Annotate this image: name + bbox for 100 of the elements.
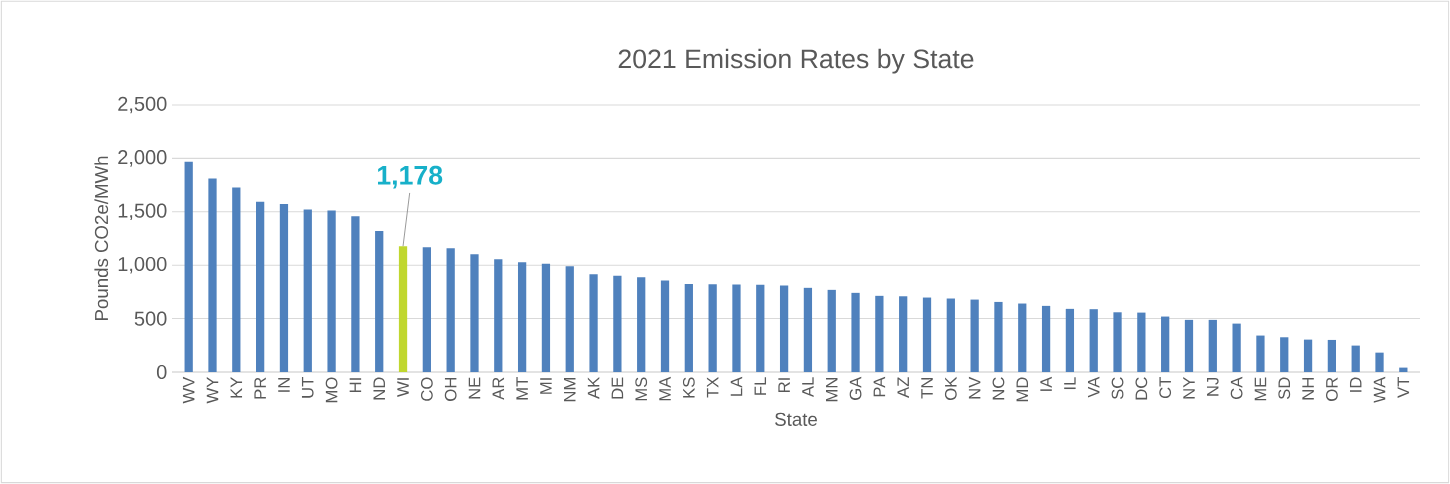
y-tick-label: 2,000 (118, 150, 167, 167)
x-tick-label: WA (1373, 376, 1386, 403)
bar (708, 284, 717, 372)
x-tick-label: KY (230, 377, 243, 398)
bar (970, 299, 979, 372)
x-axis-title: State (775, 412, 817, 426)
chart-title: 2021 Emission Rates by State (618, 48, 974, 74)
bar (470, 254, 479, 372)
bar (589, 274, 598, 372)
x-tick-label: AK (587, 376, 600, 399)
x-tick-label: SD (1278, 377, 1291, 400)
y-tick-label: 500 (134, 311, 167, 326)
x-tick-label: OK (944, 376, 957, 400)
bar (946, 298, 955, 372)
x-tick-label: HI (349, 378, 362, 392)
x-tick-label: AR (492, 377, 505, 400)
x-tick-label: ND (373, 377, 385, 400)
x-tick-label: NJ (1206, 377, 1219, 396)
x-tick-label: AL (802, 377, 814, 398)
bar (1232, 323, 1241, 372)
x-tick-label: MN (826, 378, 838, 402)
x-tick-label: AZ (897, 377, 909, 398)
x-tick-label: NY (1183, 377, 1195, 399)
bar (541, 263, 551, 372)
x-tick-label: CO (420, 377, 433, 401)
bar (1184, 319, 1194, 372)
bar (1256, 335, 1265, 372)
bar (232, 187, 241, 372)
x-tick-label: MI (540, 378, 552, 394)
bar (279, 204, 289, 372)
bar (1375, 352, 1384, 372)
x-tick-label: UT (301, 377, 314, 398)
bar (1327, 339, 1337, 372)
x-tick-label: OR (1326, 377, 1338, 401)
x-tick-label: NH (1302, 378, 1314, 400)
x-tick-label: CA (1230, 376, 1243, 400)
x-tick-label: WY (206, 377, 219, 404)
x-tick-label: MA (659, 376, 671, 401)
x-tick-label: FL (754, 377, 767, 395)
bar (684, 283, 693, 372)
bar (494, 259, 503, 372)
x-tick-label: NV (968, 376, 981, 399)
y-tick-label: 1,000 (118, 256, 167, 274)
bar (827, 289, 836, 372)
bar (613, 275, 622, 372)
x-tick-label: MS (635, 377, 648, 401)
bar (875, 295, 884, 372)
x-tick-label: SC (1111, 377, 1124, 400)
x-tick-label: GA (849, 376, 862, 400)
x-tick-label: VA (1087, 376, 1100, 398)
x-tick-label: NM (564, 378, 576, 402)
bar (375, 231, 384, 372)
bar (851, 292, 860, 372)
x-tick-label: IN (278, 378, 290, 392)
y-tick-label: 0 (156, 364, 167, 380)
y-tick-label: 1,500 (118, 203, 167, 221)
bar (422, 247, 431, 372)
bar (1089, 309, 1098, 372)
bar (303, 209, 312, 372)
bar (756, 284, 765, 372)
bar (398, 246, 408, 372)
x-tick-label: CT (1159, 377, 1172, 399)
x-tick-label: IL (1064, 377, 1076, 390)
x-tick-label: NE (468, 377, 481, 399)
x-tick-label: WV (182, 376, 195, 404)
x-tick-label: MT (516, 377, 528, 400)
annotation: 1,178 (378, 165, 443, 189)
bar (1041, 305, 1051, 372)
x-tick-label: DC (1135, 377, 1148, 400)
x-tick-label: KS (682, 377, 695, 398)
x-tick-label: NC (992, 377, 1005, 400)
y-tick-label: 2,500 (118, 96, 167, 114)
x-tick-label: OH (444, 378, 457, 401)
x-tick-label: VT (1397, 377, 1410, 398)
bar (208, 178, 217, 372)
bar (351, 216, 360, 372)
bar (899, 296, 908, 372)
bar (184, 161, 193, 372)
bar (1065, 308, 1075, 372)
bar (637, 277, 646, 372)
x-tick-label: IA (1040, 376, 1052, 391)
bar (1351, 345, 1360, 372)
bar (779, 285, 789, 372)
bar (517, 262, 527, 372)
x-tick-label: WI (397, 378, 409, 397)
bar (1018, 303, 1027, 372)
x-tick-label: PA (873, 376, 886, 397)
x-tick-label: PR (254, 377, 266, 399)
bar (446, 248, 455, 372)
x-tick-label: ME (1254, 377, 1267, 401)
bar (994, 301, 1003, 372)
bar (1137, 312, 1146, 372)
x-tick-label: RI (778, 378, 790, 392)
x-tick-label: MD (1016, 377, 1028, 402)
x-tick-label: TX (706, 377, 719, 398)
x-tick-label: LA (730, 376, 743, 396)
bar (256, 201, 265, 372)
bar (1280, 337, 1289, 372)
bar (565, 266, 574, 372)
x-tick-label: DE (611, 377, 624, 399)
